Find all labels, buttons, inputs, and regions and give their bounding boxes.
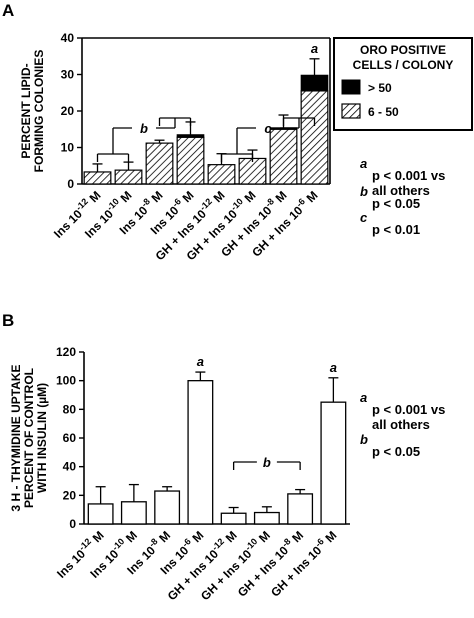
bar-solid-over-50 bbox=[300, 74, 329, 92]
note-letter: c bbox=[360, 210, 368, 225]
bar-hatched-6-50 bbox=[269, 128, 298, 185]
bracket-label: b bbox=[263, 455, 271, 470]
bracket-label: c bbox=[264, 121, 272, 136]
bar-significance-letter: a bbox=[197, 354, 204, 369]
note-letter: b bbox=[360, 184, 368, 199]
bar bbox=[220, 512, 247, 525]
panel-b-bars bbox=[87, 380, 347, 525]
note-text: p < 0.001 vs bbox=[372, 168, 445, 183]
legend-swatch-solid bbox=[341, 79, 361, 95]
y-axis-label-line: WITH INSULIN (µM) bbox=[35, 383, 49, 493]
note-letter: b bbox=[360, 432, 368, 447]
panel-b: B 3 H - THYMIDINE UPTAKE PERCENT OF CONTR… bbox=[2, 311, 445, 603]
bar bbox=[187, 380, 214, 525]
y-tick-label: 20 bbox=[63, 488, 77, 502]
y-tick-label: 0 bbox=[67, 177, 74, 191]
panel-a-bar-letters: a bbox=[311, 41, 318, 56]
y-tick-label: 20 bbox=[61, 104, 75, 118]
bar bbox=[287, 493, 314, 525]
y-axis-label-line: PERCENT LIPID- bbox=[19, 63, 33, 158]
y-tick-label: 60 bbox=[63, 431, 77, 445]
note-text: p < 0.001 vs bbox=[372, 402, 445, 417]
y-tick-label: 40 bbox=[61, 31, 75, 45]
note-text: p < 0.01 bbox=[372, 222, 420, 237]
bar bbox=[120, 501, 147, 525]
bar-hatched-6-50 bbox=[176, 136, 205, 185]
bar bbox=[320, 401, 347, 525]
bar-hatched-6-50 bbox=[114, 169, 143, 185]
panel-b-y-ticks: 0 20 40 60 80 100 120 bbox=[56, 345, 84, 531]
note-text: all others bbox=[372, 183, 430, 198]
note-text: p < 0.05 bbox=[372, 196, 420, 211]
panel-a-y-ticks: 0 10 20 30 40 bbox=[61, 31, 82, 191]
bar bbox=[87, 503, 114, 525]
legend-swatch-hatched bbox=[341, 103, 361, 119]
legend-title-line: ORO POSITIVE bbox=[360, 43, 446, 57]
note-text: p < 0.05 bbox=[372, 444, 420, 459]
y-tick-label: 0 bbox=[69, 517, 76, 531]
panel-b-y-axis-label: 3 H - THYMIDINE UPTAKE PERCENT OF CONTROL… bbox=[9, 364, 49, 511]
bar-hatched-6-50 bbox=[83, 171, 112, 185]
bar bbox=[253, 511, 280, 525]
note-text: all others bbox=[372, 417, 430, 432]
bar bbox=[154, 490, 181, 525]
bar-significance-letter: a bbox=[330, 360, 337, 375]
legend-title-line: CELLS / COLONY bbox=[353, 58, 454, 72]
y-axis-label-line: PERCENT OF CONTROL bbox=[22, 368, 36, 508]
panel-a-letter: A bbox=[2, 1, 14, 20]
bar-hatched-6-50 bbox=[300, 90, 329, 185]
y-tick-label: 80 bbox=[63, 402, 77, 416]
y-tick-label: 30 bbox=[61, 68, 75, 82]
panel-a-y-axis-label: PERCENT LIPID- FORMING COLONIES bbox=[19, 50, 46, 173]
y-axis-label-line: 3 H - THYMIDINE UPTAKE bbox=[9, 364, 23, 511]
note-letter: a bbox=[360, 156, 367, 171]
bar-significance-letter: a bbox=[311, 41, 318, 56]
y-tick-label: 40 bbox=[63, 460, 77, 474]
panel-b-error-bars bbox=[95, 371, 339, 514]
panel-a-bars bbox=[83, 74, 329, 185]
y-tick-label: 100 bbox=[56, 374, 76, 388]
legend-label-over-50: > 50 bbox=[368, 81, 392, 95]
bar-hatched-6-50 bbox=[207, 164, 236, 185]
bar-hatched-6-50 bbox=[145, 142, 174, 185]
panel-b-brackets: b bbox=[232, 455, 301, 470]
legend-label-6-50: 6 - 50 bbox=[368, 105, 399, 119]
y-tick-label: 10 bbox=[61, 141, 75, 155]
panel-a: A PERCENT LIPID- FORMING COLONIES 0 10 20 30… bbox=[2, 1, 473, 263]
note-letter: a bbox=[360, 390, 367, 405]
y-tick-label: 120 bbox=[56, 345, 76, 359]
y-axis-label-line: FORMING COLONIES bbox=[32, 50, 46, 173]
bar-solid-over-50 bbox=[176, 134, 205, 138]
bar-hatched-6-50 bbox=[238, 157, 267, 185]
panel-b-letter: B bbox=[2, 311, 14, 330]
bracket-label: b bbox=[140, 121, 148, 136]
